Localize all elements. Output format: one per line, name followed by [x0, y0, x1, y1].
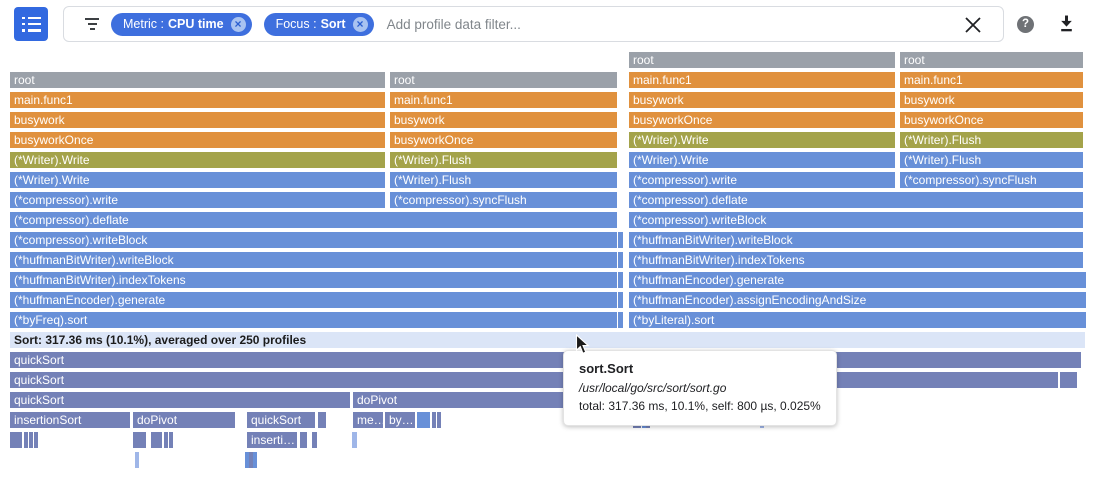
flame-frame[interactable]: busyworkOnce [629, 112, 895, 128]
flame-frame[interactable] [618, 272, 623, 288]
flame-frame[interactable]: (*Writer).Flush [390, 152, 617, 168]
flame-frame[interactable]: (*huffmanBitWriter).writeBlock [629, 232, 1083, 248]
flame-frame[interactable]: root [390, 72, 617, 88]
flame-frame[interactable]: (*compressor).deflate [629, 192, 1083, 208]
flame-frame[interactable]: inserti… [247, 432, 297, 448]
list-menu-icon [21, 16, 41, 32]
flame-frame[interactable] [1060, 372, 1077, 388]
flame-frame[interactable] [432, 412, 436, 428]
filter-chip-focus[interactable]: Focus : Sort × [263, 12, 374, 36]
flame-frame[interactable] [249, 452, 253, 468]
flame-frame[interactable]: (*Writer).Write [629, 132, 895, 148]
flame-frame[interactable]: busyworkOnce [10, 132, 385, 148]
flame-frame[interactable] [29, 432, 33, 448]
flame-frame[interactable] [618, 312, 623, 328]
flame-frame[interactable]: busyworkOnce [900, 112, 1083, 128]
flame-frame[interactable]: (*huffmanEncoder).generate [10, 292, 617, 308]
flame-frame[interactable]: quickSort [10, 372, 1058, 388]
tooltip-source-path: /usr/local/go/src/sort/sort.go [579, 380, 727, 395]
flame-frame[interactable]: busywork [900, 92, 1083, 108]
flame-frame[interactable]: (*Writer).Write [629, 152, 895, 168]
chip-prefix: Metric : [123, 17, 164, 31]
filter-list-icon [85, 18, 99, 30]
flame-frame[interactable]: (*byFreq).sort [10, 312, 617, 328]
flame-frame[interactable]: (*huffmanBitWriter).indexTokens [629, 252, 1083, 268]
flame-frame[interactable] [253, 452, 257, 468]
profile-filter-bar[interactable]: Metric : CPU time × Focus : Sort × Add p… [63, 6, 1004, 42]
chip-prefix: Focus : [275, 17, 317, 31]
flame-frame[interactable]: quickSort [10, 352, 1081, 368]
flame-frame[interactable]: (*compressor).writeBlock [629, 212, 1083, 228]
flame-frame[interactable] [245, 452, 249, 468]
flame-frame[interactable] [352, 432, 357, 448]
download-icon[interactable] [1058, 15, 1075, 33]
flame-frame[interactable]: (*byLiteral).sort [629, 312, 1086, 328]
flame-frame[interactable] [169, 432, 173, 448]
flame-frame[interactable]: busyworkOnce [390, 132, 617, 148]
flame-frame[interactable]: me… [353, 412, 383, 428]
flame-frame[interactable]: (*compressor).write [10, 192, 385, 208]
flame-frame[interactable]: (*compressor).syncFlush [390, 192, 617, 208]
flame-frame[interactable]: insertionSort [10, 412, 130, 428]
flame-frame[interactable] [618, 252, 623, 268]
flame-frame[interactable]: main.func1 [629, 72, 895, 88]
flame-frame[interactable]: (*compressor).syncFlush [900, 172, 1083, 188]
flame-frame[interactable]: (*compressor).write [629, 172, 895, 188]
flame-frame[interactable] [34, 432, 38, 448]
flame-frame[interactable] [300, 432, 307, 448]
chip-remove-icon[interactable]: × [230, 16, 246, 32]
flame-frame[interactable]: busywork [390, 112, 617, 128]
flame-frame[interactable] [10, 432, 22, 448]
clear-filters-icon[interactable] [963, 15, 983, 35]
flame-frame[interactable]: (*compressor).deflate [10, 212, 617, 228]
flame-frame[interactable] [164, 432, 168, 448]
flame-frame[interactable]: (*Writer).Write [10, 152, 385, 168]
mouse-cursor [575, 334, 590, 355]
flame-frame[interactable]: quickSort [247, 412, 315, 428]
flame-frame[interactable]: main.func1 [900, 72, 1083, 88]
flame-frame[interactable]: (*Writer).Flush [900, 152, 1083, 168]
chip-remove-icon[interactable]: × [352, 16, 368, 32]
flame-frame[interactable]: doPivot [133, 412, 235, 428]
filter-input-placeholder[interactable]: Add profile data filter... [386, 16, 521, 32]
flame-frame[interactable]: (*huffmanBitWriter).writeBlock [10, 252, 617, 268]
flame-frame[interactable] [312, 432, 317, 448]
frame-tooltip: sort.Sort /usr/local/go/src/sort/sort.go… [563, 350, 837, 426]
flame-frame[interactable]: root [900, 52, 1083, 68]
flame-frame[interactable] [618, 232, 623, 248]
filter-chip-metric[interactable]: Metric : CPU time × [111, 12, 252, 36]
chip-value: CPU time [167, 17, 224, 31]
menu-button[interactable] [14, 7, 48, 41]
tooltip-function-name: sort.Sort [579, 361, 634, 376]
flame-frame[interactable]: (*huffmanEncoder).generate [629, 272, 1086, 288]
flame-frame[interactable]: busywork [629, 92, 895, 108]
flame-frame[interactable]: by… [385, 412, 415, 428]
tooltip-stats: total: 317.36 ms, 10.1%, self: 800 µs, 0… [579, 399, 821, 413]
flame-frame[interactable] [618, 292, 623, 308]
flame-frame[interactable]: (*huffmanBitWriter).indexTokens [10, 272, 617, 288]
flame-frame[interactable]: (*Writer).Flush [900, 132, 1083, 148]
flame-frame[interactable]: quickSort [10, 392, 350, 408]
flame-focus-row[interactable]: Sort: 317.36 ms (10.1%), averaged over 2… [10, 332, 1085, 348]
flame-frame[interactable]: root [629, 52, 895, 68]
flame-frame[interactable]: main.func1 [10, 92, 385, 108]
flame-frame[interactable]: main.func1 [390, 92, 617, 108]
flame-frame[interactable]: (*Writer).Flush [390, 172, 617, 188]
flame-frame[interactable] [417, 412, 430, 428]
flame-frame[interactable]: (*huffmanEncoder).assignEncodingAndSize [629, 292, 1086, 308]
flame-frame[interactable]: (*compressor).writeBlock [10, 232, 617, 248]
flame-frame[interactable] [135, 452, 139, 468]
flame-frame[interactable] [318, 412, 326, 428]
flame-frame[interactable]: root [10, 72, 385, 88]
flame-frame[interactable]: busywork [10, 112, 385, 128]
flame-frame[interactable]: (*Writer).Write [10, 172, 385, 188]
help-icon[interactable]: ? [1017, 16, 1034, 33]
flame-frame[interactable] [151, 432, 162, 448]
chip-value: Sort [320, 17, 346, 31]
flame-frame[interactable] [437, 412, 441, 428]
flame-frame[interactable] [133, 432, 146, 448]
flame-frame[interactable] [24, 432, 28, 448]
